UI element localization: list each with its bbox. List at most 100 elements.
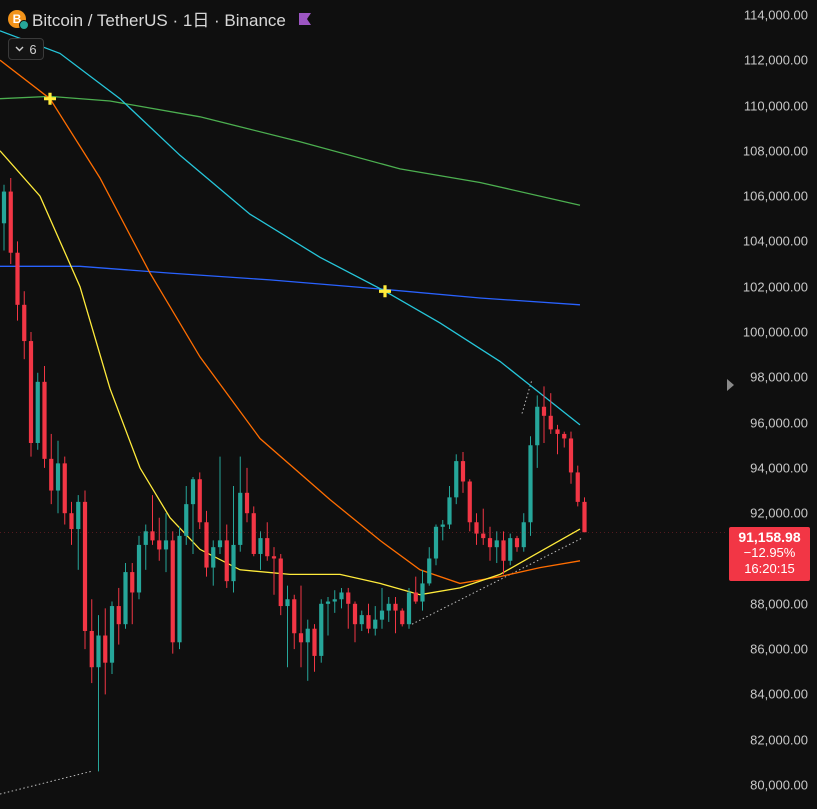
candle [487, 526, 493, 561]
candle [420, 569, 425, 611]
candle-body [379, 610, 385, 620]
candle-body [427, 558, 432, 584]
candle [130, 563, 135, 625]
candle [319, 599, 324, 663]
candle-body [184, 504, 189, 536]
y-axis-tick-label: 88,000.00 [750, 596, 808, 612]
candle [474, 513, 479, 545]
candle-body [332, 599, 337, 602]
candle [393, 597, 398, 634]
chevron-down-icon [15, 46, 24, 52]
moving-average-line-5 [0, 150, 581, 596]
candle-body [89, 630, 94, 668]
moving-average-line-1 [0, 265, 581, 306]
candle-body [238, 492, 243, 545]
candle-body [325, 601, 331, 604]
candle-body [157, 540, 162, 550]
candle-body [460, 461, 466, 482]
candle-body [163, 540, 169, 550]
y-axis-tick-label: 100,000.00 [742, 324, 808, 340]
candle [359, 610, 364, 631]
candle-body [535, 406, 540, 446]
candle [352, 601, 358, 643]
candle-body [143, 531, 148, 545]
candle [535, 395, 540, 468]
candle-body [582, 501, 587, 533]
candle [400, 608, 405, 627]
candle-body [69, 513, 74, 530]
candle [278, 553, 283, 616]
candle [197, 472, 202, 530]
candle-body [521, 522, 526, 548]
candle [339, 587, 344, 609]
candle-body [96, 635, 101, 668]
candle [49, 433, 54, 505]
candle [427, 547, 432, 586]
candle-body [35, 381, 40, 443]
candle-body [244, 492, 250, 514]
moving-average-line-4 [0, 59, 581, 585]
y-axis-tick-label: 82,000.00 [750, 732, 808, 748]
candle-body [487, 538, 493, 548]
candle [541, 386, 547, 443]
candle-body [258, 538, 263, 554]
symbol-title[interactable]: Bitcoin / TetherUS · 1日 · Binance [32, 11, 286, 30]
moving-average-line-3 [0, 30, 581, 426]
trend-line [521, 379, 533, 414]
candle-body [400, 610, 405, 625]
candle [521, 513, 526, 552]
candle-body [548, 415, 553, 430]
y-axis-tick-label: 84,000.00 [750, 686, 808, 702]
candle [460, 452, 466, 493]
candle [447, 486, 452, 530]
candle-body [501, 540, 506, 561]
candle [96, 615, 101, 772]
candle [258, 531, 263, 570]
candle [204, 510, 209, 577]
indicators-collapse-button[interactable]: 6 [8, 38, 44, 60]
candle-body [22, 304, 27, 342]
candle [548, 393, 553, 434]
candle [366, 603, 371, 634]
candle-body [1, 191, 7, 224]
candle-body [265, 538, 270, 557]
candle [386, 597, 391, 622]
candle [305, 619, 310, 681]
candle-body [109, 606, 115, 663]
candle [406, 587, 412, 629]
scroll-arrow-icon[interactable] [727, 379, 734, 391]
candle [332, 590, 337, 613]
candle [312, 624, 317, 672]
candle [62, 456, 67, 525]
candle-body [62, 463, 67, 514]
candle-body [447, 497, 452, 525]
candle-body [231, 544, 236, 582]
candle-body [352, 603, 358, 625]
candle-body [494, 540, 499, 548]
candle [109, 601, 115, 675]
candle-body [413, 592, 418, 602]
candle [224, 524, 229, 588]
symbol-header[interactable]: B Bitcoin / TetherUS · 1日 · Binance [8, 6, 312, 31]
flag-icon[interactable] [298, 12, 312, 26]
candle [55, 440, 61, 514]
y-axis-tick-label: 92,000.00 [750, 505, 808, 521]
candle-body [8, 191, 13, 253]
candle [467, 479, 472, 532]
cross-marker-icon [44, 92, 56, 105]
candle-body [359, 615, 364, 625]
candle-body [467, 481, 472, 523]
candle [143, 524, 148, 570]
candle-body [393, 603, 398, 611]
y-axis-tick-label: 94,000.00 [750, 460, 808, 476]
candle-body [49, 458, 54, 491]
cross-marker-icon [379, 285, 391, 298]
candle [231, 486, 236, 593]
candle-body [136, 544, 142, 593]
candle [42, 365, 47, 468]
candle [76, 495, 81, 570]
candle-body [170, 540, 175, 643]
candle-countdown: 16:20:15 [744, 561, 795, 576]
candle-body [177, 535, 182, 643]
